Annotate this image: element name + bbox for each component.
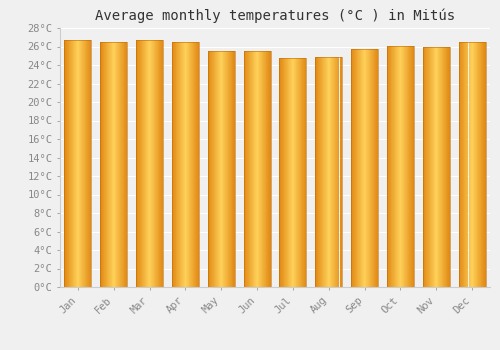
Bar <box>136 40 163 287</box>
Bar <box>100 42 127 287</box>
Bar <box>280 58 306 287</box>
Bar <box>64 40 92 287</box>
Title: Average monthly temperatures (°C ) in Mitús: Average monthly temperatures (°C ) in Mi… <box>95 8 455 23</box>
Bar <box>387 46 414 287</box>
Bar <box>208 51 234 287</box>
Bar <box>351 49 378 287</box>
Bar <box>458 42 485 287</box>
Bar <box>423 47 450 287</box>
Bar <box>244 51 270 287</box>
Bar <box>316 57 342 287</box>
Bar <box>172 42 199 287</box>
